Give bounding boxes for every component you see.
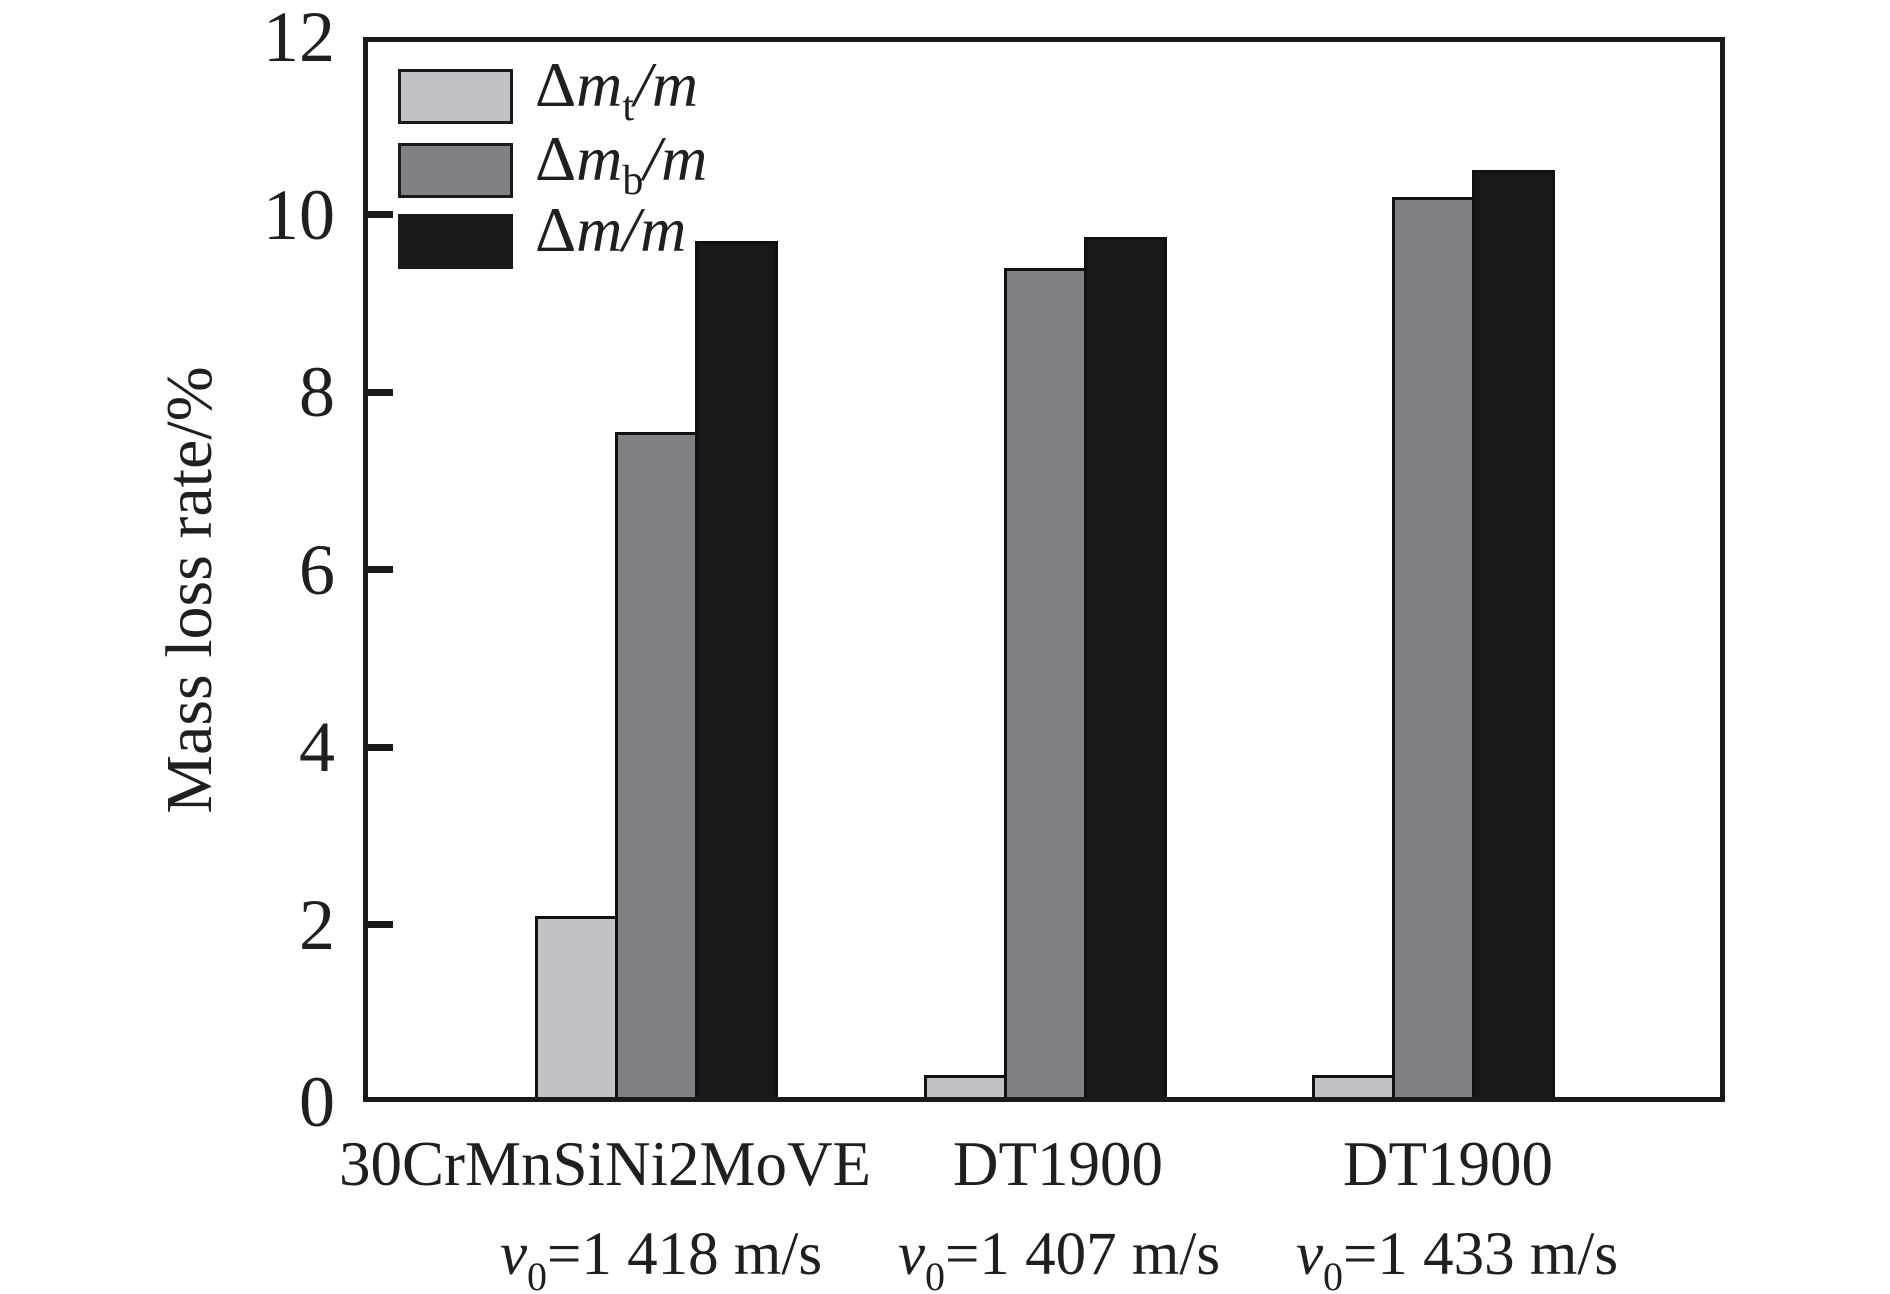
bar: [924, 1075, 1007, 1102]
x-category-label-1: 30CrMnSiNi2MoVE: [338, 1129, 872, 1199]
legend-item-dmb: Δmb/m: [398, 127, 707, 213]
bar: [1472, 170, 1555, 1102]
bar: [1004, 268, 1087, 1102]
bar: [695, 241, 778, 1102]
bar: [1312, 1075, 1395, 1102]
bar: [1392, 197, 1475, 1102]
y-axis-tick: [368, 566, 393, 573]
legend-label: Δmb/m: [535, 123, 708, 205]
x-category-label-3: DT1900: [1343, 1129, 1553, 1199]
x-category-label-2: DT1900: [953, 1129, 1163, 1199]
x-velocity-label-2: v0=1 407 m/s: [897, 1221, 1221, 1294]
legend-item-dmt: Δmt/m: [398, 53, 698, 139]
y-axis-tick-label: 6: [299, 529, 335, 610]
x-velocity-label-1: v0=1 418 m/s: [499, 1221, 823, 1294]
plot-area: Δmt/m Δmb/m Δm/m: [363, 37, 1725, 1102]
legend-label: Δm/m: [535, 194, 687, 265]
legend-swatch-icon: [398, 213, 513, 269]
y-axis-tick-label: 0: [299, 1062, 335, 1142]
bar: [615, 432, 698, 1102]
y-axis-tick: [368, 211, 393, 218]
bar: [1084, 237, 1167, 1102]
y-axis-tick-label: 2: [299, 884, 335, 965]
y-axis-tick: [368, 743, 393, 751]
y-axis-tick-label: 8: [299, 352, 335, 432]
y-axis-tick-label: 12: [263, 0, 335, 77]
y-axis-tick: [368, 388, 393, 396]
y-axis-tick-label: 4: [299, 707, 335, 787]
bar: [535, 916, 618, 1102]
y-axis-tick-label: 10: [263, 174, 335, 255]
y-axis-tick: [368, 921, 393, 928]
legend-swatch-icon: [398, 142, 513, 198]
x-velocity-label-3: v0=1 433 m/s: [1295, 1221, 1619, 1294]
legend-swatch-icon: [398, 68, 513, 124]
legend-item-dm: Δm/m: [398, 198, 686, 284]
legend-label: Δmt/m: [535, 49, 699, 131]
